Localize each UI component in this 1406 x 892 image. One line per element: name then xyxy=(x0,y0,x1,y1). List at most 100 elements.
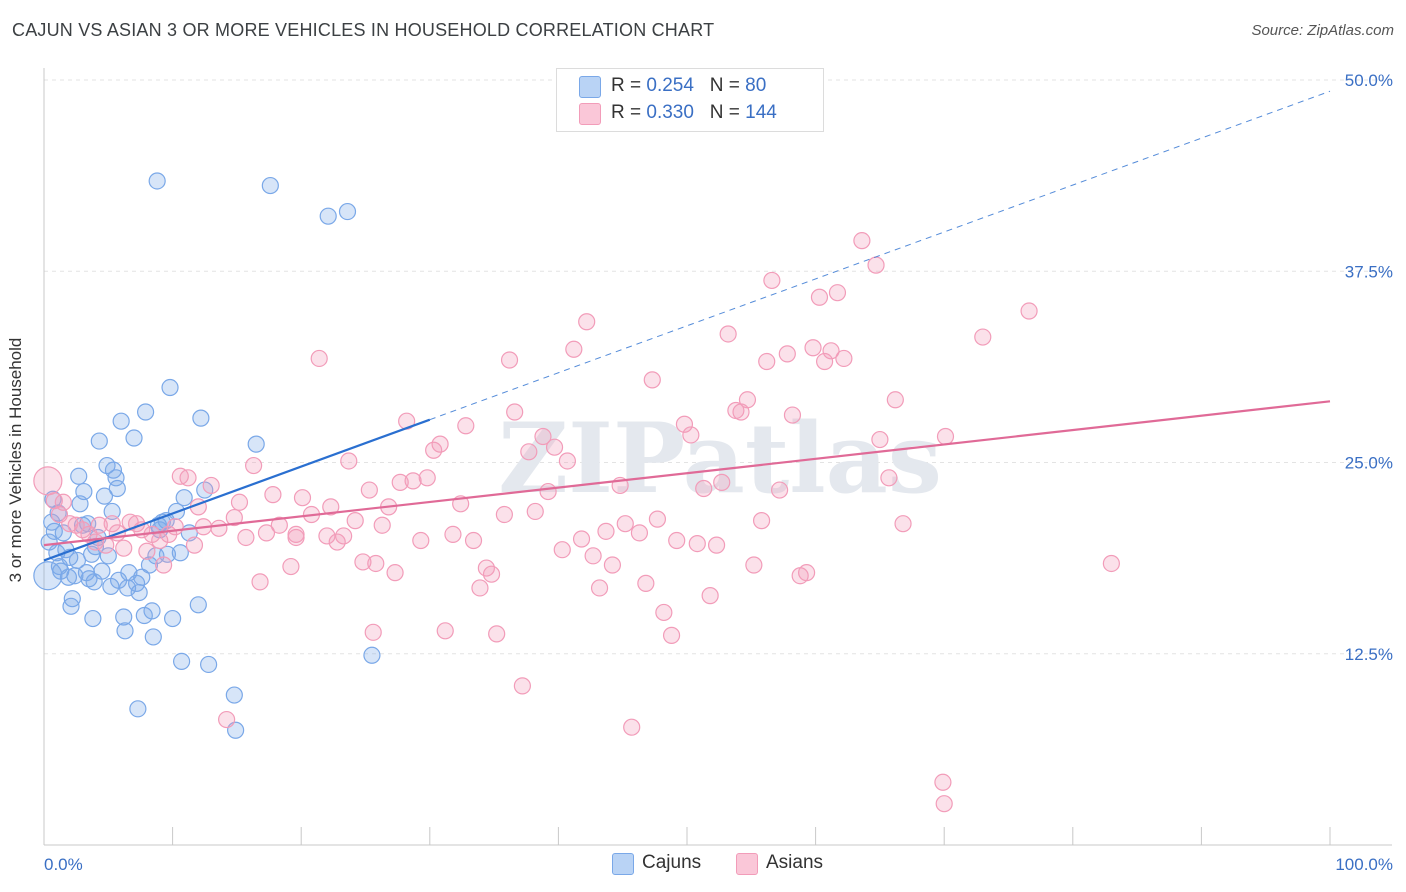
asians-point xyxy=(572,530,591,548)
asians-point xyxy=(431,435,449,453)
cajuns-point xyxy=(75,482,93,501)
asians-point xyxy=(565,340,583,358)
cajuns-point xyxy=(103,502,121,521)
cajuns-point xyxy=(144,628,162,646)
asians-point xyxy=(251,573,269,591)
asians-point xyxy=(934,773,952,791)
asians-point xyxy=(354,553,372,571)
asians-legend-label: Asians xyxy=(766,852,824,873)
cajuns-point xyxy=(68,551,87,570)
asians-point xyxy=(293,489,312,507)
cajuns-point xyxy=(129,700,147,718)
cajuns-point xyxy=(116,622,134,640)
asians-point xyxy=(886,391,904,409)
asians-point xyxy=(695,479,713,498)
asians-point xyxy=(33,466,63,496)
asians-point xyxy=(245,456,263,475)
asians-point xyxy=(810,288,829,306)
cajuns-point xyxy=(247,435,265,453)
asians-point xyxy=(758,352,776,371)
cajuns-point xyxy=(136,403,155,421)
cajuns-point xyxy=(115,608,133,626)
asians-point xyxy=(630,524,649,542)
cajuns-point xyxy=(33,561,63,591)
asians-trend-line xyxy=(43,400,1331,547)
asians-point xyxy=(603,556,622,574)
asians-point xyxy=(894,515,912,533)
cajuns-point xyxy=(54,524,72,542)
asians-point xyxy=(675,415,694,433)
asians-point xyxy=(668,531,686,550)
asians-point xyxy=(218,710,236,729)
asians-point xyxy=(471,579,489,597)
asians-point xyxy=(936,427,955,446)
asians-point xyxy=(115,539,133,557)
asians-point xyxy=(90,516,108,534)
asians-point xyxy=(637,574,655,592)
cajuns-point xyxy=(319,207,337,225)
asians-point xyxy=(738,391,757,409)
cajuns-point xyxy=(80,570,98,588)
asians-point xyxy=(752,512,771,530)
asians-point xyxy=(237,528,255,547)
stats-legend: R = 0.254 N = 80 R = 0.330 N = 144 xyxy=(556,68,824,132)
y-tick-label: 12.5% xyxy=(1345,645,1393,664)
asians-point xyxy=(539,482,557,501)
asians-point xyxy=(464,531,483,550)
cajuns-point xyxy=(175,489,193,507)
asians-point xyxy=(202,476,220,495)
asians-point xyxy=(418,469,436,487)
chart-source: Source: ZipAtlas.com xyxy=(1251,22,1394,39)
asians-point xyxy=(778,345,796,363)
asians-point xyxy=(783,406,802,424)
asians-point xyxy=(54,493,72,511)
asians-point xyxy=(310,349,328,368)
asians-point xyxy=(346,512,364,530)
cajuns-n-value: 80 xyxy=(745,75,767,96)
asians-point xyxy=(391,473,409,491)
asians-point xyxy=(103,515,121,533)
asians-point xyxy=(534,427,552,446)
asians-point xyxy=(682,426,700,444)
asians-point xyxy=(287,528,305,547)
cajuns-point xyxy=(125,429,143,447)
asians-point xyxy=(404,472,422,490)
asians-point xyxy=(386,564,404,582)
asians-point xyxy=(412,531,430,550)
asians-point xyxy=(364,623,382,641)
asians-point xyxy=(166,518,184,536)
cajuns-legend-label: Cajuns xyxy=(642,852,702,873)
asians-point xyxy=(230,493,249,511)
cajuns-point xyxy=(59,568,78,586)
cajuns-point xyxy=(84,609,102,628)
cajuns-point xyxy=(133,568,151,586)
cajuns-point xyxy=(261,176,279,195)
cajuns-trend-extension xyxy=(429,90,1331,421)
asians-point xyxy=(526,502,544,521)
asians-point xyxy=(373,516,391,534)
asians-n-value: 144 xyxy=(745,102,777,123)
asians-point xyxy=(495,505,513,524)
cajuns-point xyxy=(225,686,243,704)
watermark-text: ZIPatlas xyxy=(498,402,942,515)
asians-point xyxy=(506,403,524,421)
asians-stats: R = 0.330 N = 144 xyxy=(611,102,777,123)
asians-point xyxy=(520,443,538,461)
cajuns-stats: R = 0.254 N = 80 xyxy=(611,75,767,96)
asians-point xyxy=(853,232,871,250)
asians-point xyxy=(558,452,577,470)
asians-point xyxy=(553,541,571,559)
asians-point xyxy=(770,481,789,499)
asians-point xyxy=(616,515,634,533)
asians-point xyxy=(264,486,282,504)
cajuns-point xyxy=(158,545,177,563)
cajuns-point xyxy=(90,432,108,450)
asians-point xyxy=(185,536,204,554)
asians-point xyxy=(154,556,173,574)
asians-point xyxy=(335,527,353,545)
asians-point xyxy=(425,441,443,459)
asians-point xyxy=(828,284,847,302)
asians-point xyxy=(367,554,385,573)
cajuns-point xyxy=(173,652,191,671)
